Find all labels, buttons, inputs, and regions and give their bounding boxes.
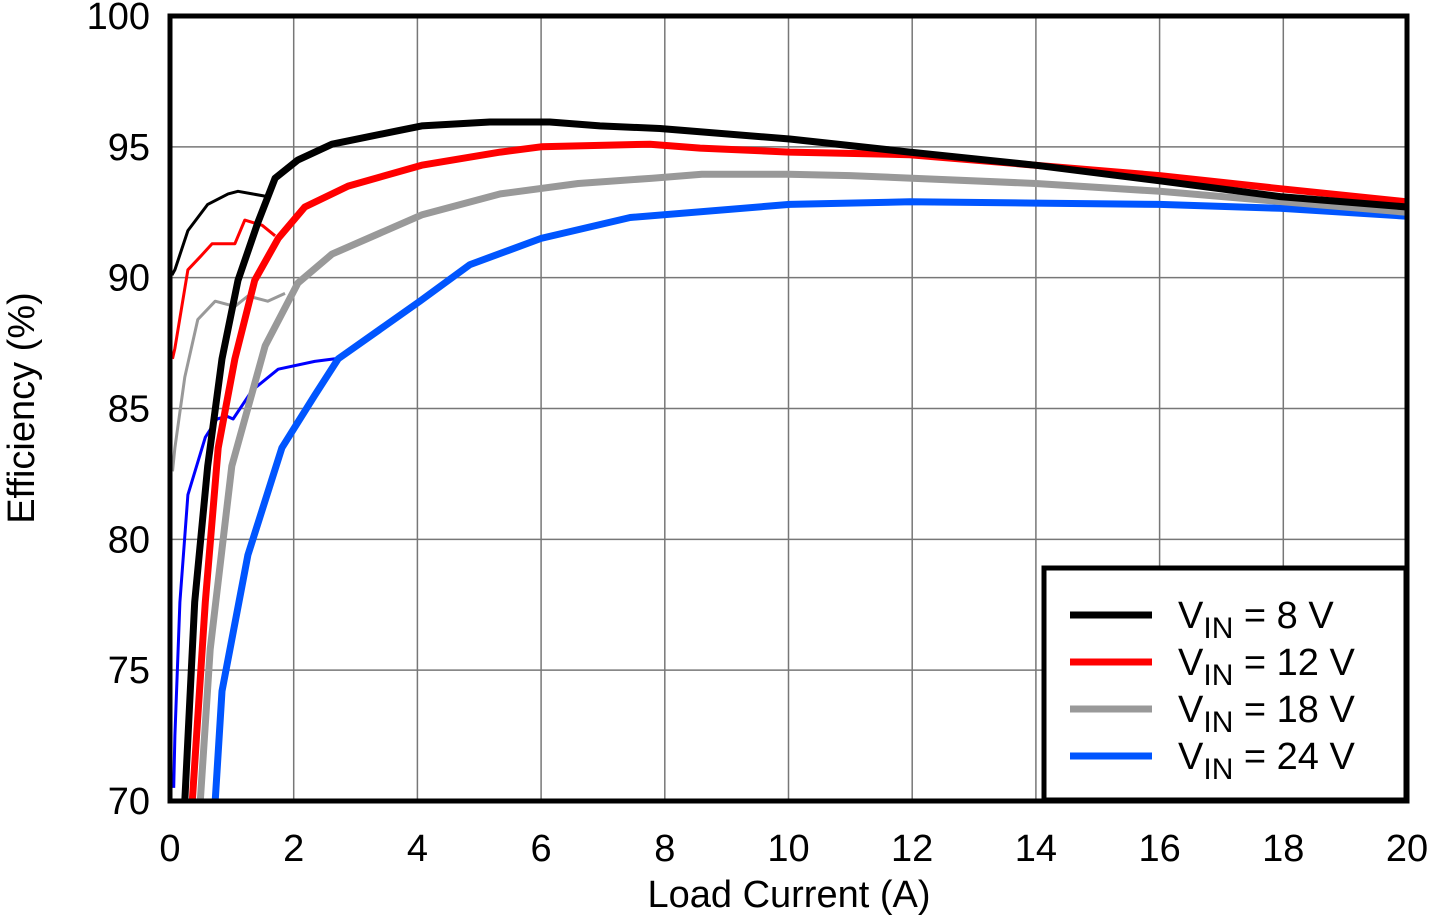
plot-frame xyxy=(167,13,1410,804)
legend-label: VIN = 24 V xyxy=(1178,736,1355,786)
x-tick-label: 16 xyxy=(1138,828,1180,870)
y-tick-label: 100 xyxy=(87,0,150,38)
y-tick-label: 95 xyxy=(108,127,150,169)
x-tick-label: 10 xyxy=(767,828,809,870)
y-tick-label: 90 xyxy=(108,258,150,300)
x-tick-label: 8 xyxy=(654,828,675,870)
x-axis-label: Load Current (A) xyxy=(647,874,930,916)
series-line-3 xyxy=(211,198,1408,802)
x-tick-label: 14 xyxy=(1015,828,1057,870)
y-tick-label: 85 xyxy=(108,389,150,431)
light-load-line-4 xyxy=(170,189,268,276)
series-line-0 xyxy=(181,118,1408,802)
x-tick-label: 6 xyxy=(531,828,552,870)
x-tick-label: 20 xyxy=(1386,828,1428,870)
x-tick-label: 18 xyxy=(1262,828,1304,870)
x-tick-label: 12 xyxy=(891,828,933,870)
legend-box xyxy=(1041,565,1409,803)
x-tick-label: 4 xyxy=(407,828,428,870)
y-tick-label: 75 xyxy=(108,650,150,692)
light-load-line-6 xyxy=(171,292,286,472)
y-tick-label: 80 xyxy=(108,519,150,561)
legend-label: VIN = 8 V xyxy=(1178,595,1334,645)
y-axis-label: Efficiency (%) xyxy=(1,292,43,524)
y-tick-labels: 70 75 80 85 90 95 100 xyxy=(87,0,150,823)
series-lines xyxy=(170,118,1408,802)
series-line-2 xyxy=(196,170,1408,802)
legend-label: VIN = 18 V xyxy=(1178,689,1355,739)
y-tick-label: 70 xyxy=(108,781,150,823)
legend-label: VIN = 12 V xyxy=(1178,642,1355,692)
x-tick-label: 2 xyxy=(283,828,304,870)
x-tick-label: 0 xyxy=(159,828,180,870)
x-tick-labels: 0 2 4 6 8 10 12 14 16 18 20 xyxy=(159,828,1428,870)
